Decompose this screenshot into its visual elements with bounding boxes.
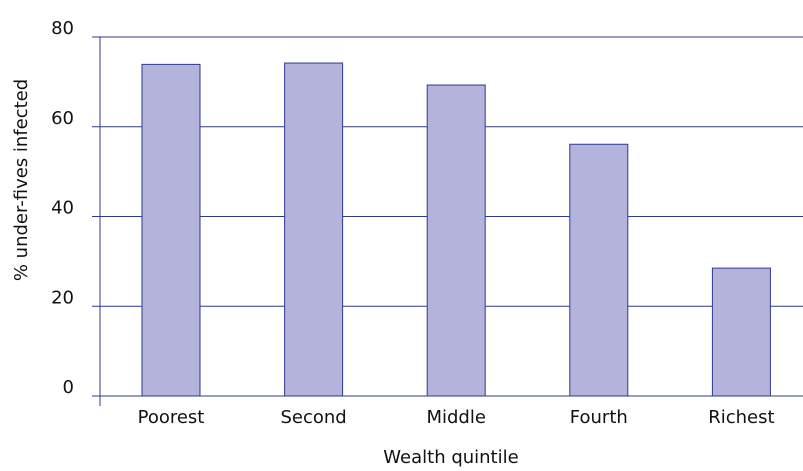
x-tick-label: Middle [426, 407, 485, 428]
x-tick-label: Second [280, 407, 346, 428]
x-axis-label: Wealth quintile [383, 447, 518, 468]
x-tick-label: Fourth [570, 407, 628, 428]
y-tick-label: 80 [51, 18, 74, 39]
x-tick-label: Richest [708, 407, 774, 428]
bar [711, 267, 771, 397]
y-tick-label: 20 [51, 287, 74, 308]
bar [284, 62, 344, 397]
y-tick-label: 0 [63, 377, 74, 398]
y-tick-label: 40 [51, 198, 74, 219]
x-tick-label: Poorest [138, 407, 205, 428]
bar [141, 63, 201, 397]
y-tick-label: 60 [51, 108, 74, 129]
bar [569, 143, 629, 397]
y-axis-label: % under-fives infected [11, 79, 32, 281]
bar [426, 84, 486, 397]
